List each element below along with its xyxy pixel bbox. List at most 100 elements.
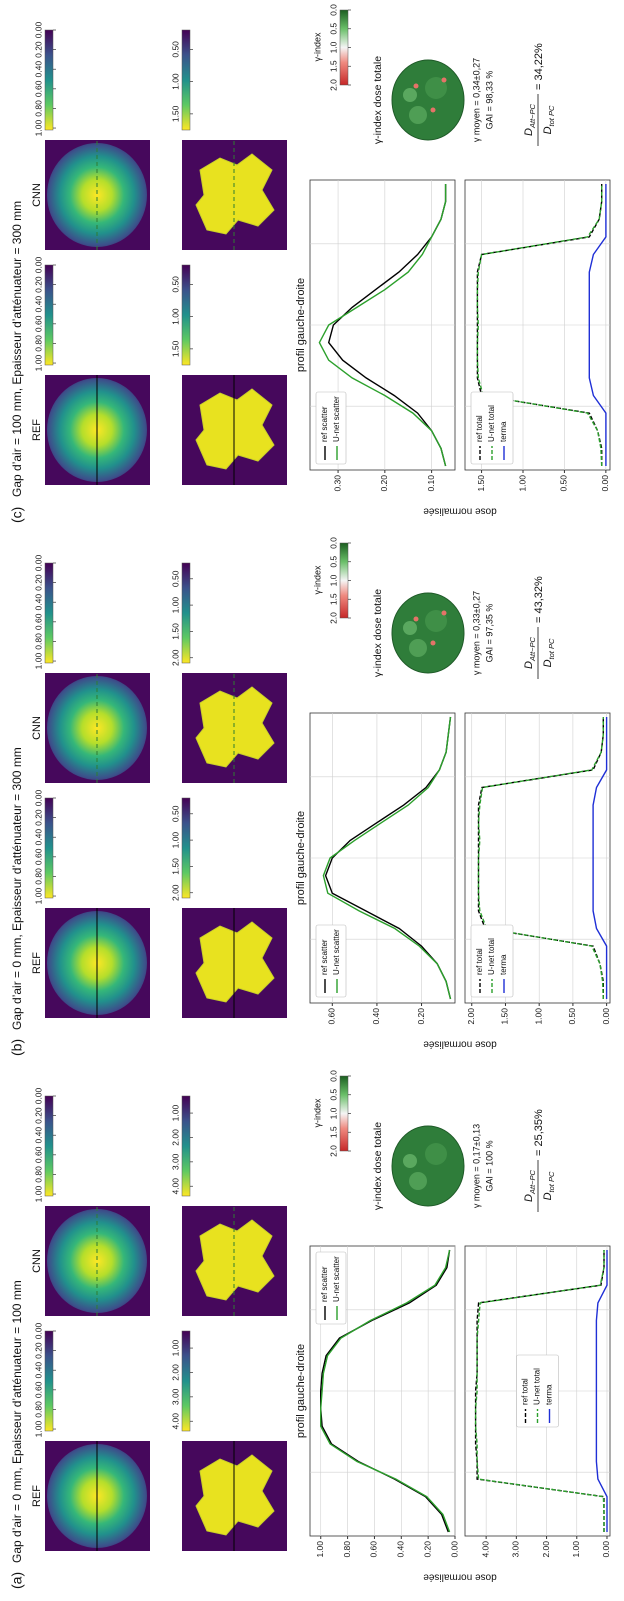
colorbar-tick-label: 0.60 xyxy=(33,848,43,865)
colorbar xyxy=(339,1075,349,1152)
gai: GAI = 100 % xyxy=(484,1140,494,1191)
colorbar-tick-label: 0.50 xyxy=(170,276,180,293)
gamma-hotspot xyxy=(430,107,436,113)
panel-label: (b) xyxy=(9,1039,25,1056)
gamma-hotspot xyxy=(430,640,436,646)
colorbar xyxy=(181,1330,191,1432)
colorbar-tick-label: 0.0 xyxy=(328,1070,338,1082)
legend-box xyxy=(315,1251,347,1325)
colorbar-tick-label: 0.0 xyxy=(328,4,338,16)
heatmap-dose xyxy=(195,388,275,470)
colorbar-tick-label: 1.00 xyxy=(33,887,43,904)
colorbar xyxy=(44,1330,54,1432)
formula-symbol: D xyxy=(542,659,554,667)
y-tick-label: 3.00 xyxy=(511,1541,521,1558)
y-tick-label: 0.00 xyxy=(449,1541,459,1558)
gamma-patch xyxy=(403,1154,417,1168)
colorbar-tick-label: 1.00 xyxy=(33,652,43,669)
colorbar-tick-label: 0.60 xyxy=(33,1146,43,1163)
chart-title: profil gauche-droite xyxy=(295,811,307,905)
colorbar-tick-label: 0.60 xyxy=(33,315,43,332)
y-tick-label: 1.00 xyxy=(533,1008,543,1025)
gamma-hotspot xyxy=(413,83,419,89)
y-tick-label: 1.00 xyxy=(315,1541,325,1558)
colorbar-tick-label: 2.00 xyxy=(170,1364,180,1381)
legend-label: ref total xyxy=(475,415,484,442)
chart-title: profil gauche-droite xyxy=(295,1344,307,1438)
colorbar-tick-label: 0.80 xyxy=(33,1166,43,1183)
line-series xyxy=(595,1250,608,1532)
y-tick-label: 0.50 xyxy=(559,475,569,492)
colorbar-tick-label: 0.20 xyxy=(33,1107,43,1124)
y-tick-label: 1.00 xyxy=(571,1541,581,1558)
y-tick-label: 1.50 xyxy=(476,475,486,492)
colorbar-tick-label: 1.0 xyxy=(328,574,338,586)
colorbar-label: γ-index xyxy=(312,32,322,62)
y-tick-label: 0.20 xyxy=(416,1008,426,1025)
colorbar-tick-label: 1.00 xyxy=(170,1105,180,1122)
legend-label: U-net total xyxy=(487,405,496,442)
colorbar-tick-label: 0.5 xyxy=(328,1089,338,1101)
line-series xyxy=(476,184,603,467)
gamma-patch xyxy=(425,610,447,632)
y-tick-label: 0.60 xyxy=(369,1541,379,1558)
colorbar-tick-label: 1.00 xyxy=(33,119,43,136)
colorbar-tick-label: 0.50 xyxy=(170,41,180,58)
colorbar-tick-label: 1.0 xyxy=(328,41,338,53)
gamma-mean: γ moyen = 0,34±0,27 xyxy=(471,58,481,142)
heatmap-label: CNN xyxy=(31,716,43,740)
colorbar xyxy=(339,542,349,619)
colorbar-tick-label: 1.5 xyxy=(328,60,338,72)
gai: GAI = 97,35 % xyxy=(484,604,494,663)
colorbar-tick-label: 2.0 xyxy=(328,612,338,624)
y-tick-label: 2.00 xyxy=(466,1008,476,1025)
colorbar-tick-label: 2.00 xyxy=(170,649,180,666)
gamma-patch xyxy=(403,88,417,102)
colorbar xyxy=(181,797,191,899)
legend-label: U-net scatter xyxy=(332,396,341,442)
heatmap-dose xyxy=(195,921,275,1003)
y-tick-label: 0.50 xyxy=(567,1008,577,1025)
formula-result: = 25,35% xyxy=(533,1109,545,1156)
colorbar xyxy=(44,797,54,899)
gamma-patch xyxy=(409,106,427,124)
formula-subscript: Att−PC xyxy=(528,636,537,662)
colorbar-tick-label: 0.00 xyxy=(33,256,43,273)
heatmap-label: CNN xyxy=(31,183,43,207)
colorbar xyxy=(181,1095,191,1197)
formula-result: = 43,32% xyxy=(533,576,545,623)
legend-label: ref scatter xyxy=(320,939,329,975)
heatmap-dose xyxy=(47,676,147,780)
colorbar-tick-label: 0.50 xyxy=(170,805,180,822)
colorbar-tick-label: 0.00 xyxy=(33,1322,43,1339)
line-series xyxy=(477,717,604,999)
y-tick-label: 4.00 xyxy=(480,1541,490,1558)
colorbar-tick-label: 1.50 xyxy=(170,340,180,357)
line-series xyxy=(476,184,603,466)
gamma-patch xyxy=(409,1172,427,1190)
colorbar-tick-label: 1.50 xyxy=(170,858,180,875)
legend-label: U-net scatter xyxy=(332,1256,341,1302)
colorbar-tick-label: 0.50 xyxy=(170,570,180,587)
legend-box xyxy=(315,391,347,465)
colorbar-tick-label: 0.00 xyxy=(33,21,43,38)
heatmap-label: REF xyxy=(31,419,43,441)
legend-label: terma xyxy=(499,421,508,442)
y-tick-label: 0.40 xyxy=(371,1008,381,1025)
colorbar-tick-label: 0.20 xyxy=(33,41,43,58)
y-axis-label: dose normalisée xyxy=(423,505,497,516)
colorbar-tick-label: 1.00 xyxy=(33,1185,43,1202)
heatmap-label: CNN xyxy=(31,1249,43,1273)
formula-subscript: Att−PC xyxy=(528,103,537,129)
colorbar xyxy=(44,562,54,664)
heatmap-label: REF xyxy=(31,952,43,974)
colorbar-tick-label: 2.00 xyxy=(170,884,180,901)
colorbar-tick-label: 0.20 xyxy=(33,276,43,293)
colorbar-tick-label: 1.00 xyxy=(170,1340,180,1357)
colorbar-tick-label: 3.00 xyxy=(170,1388,180,1405)
y-tick-label: 0.80 xyxy=(342,1541,352,1558)
colorbar-tick-label: 1.00 xyxy=(170,308,180,325)
formula-symbol: D xyxy=(523,128,535,136)
colorbar-tick-label: 0.60 xyxy=(33,1381,43,1398)
heatmap-dose xyxy=(195,1219,275,1301)
